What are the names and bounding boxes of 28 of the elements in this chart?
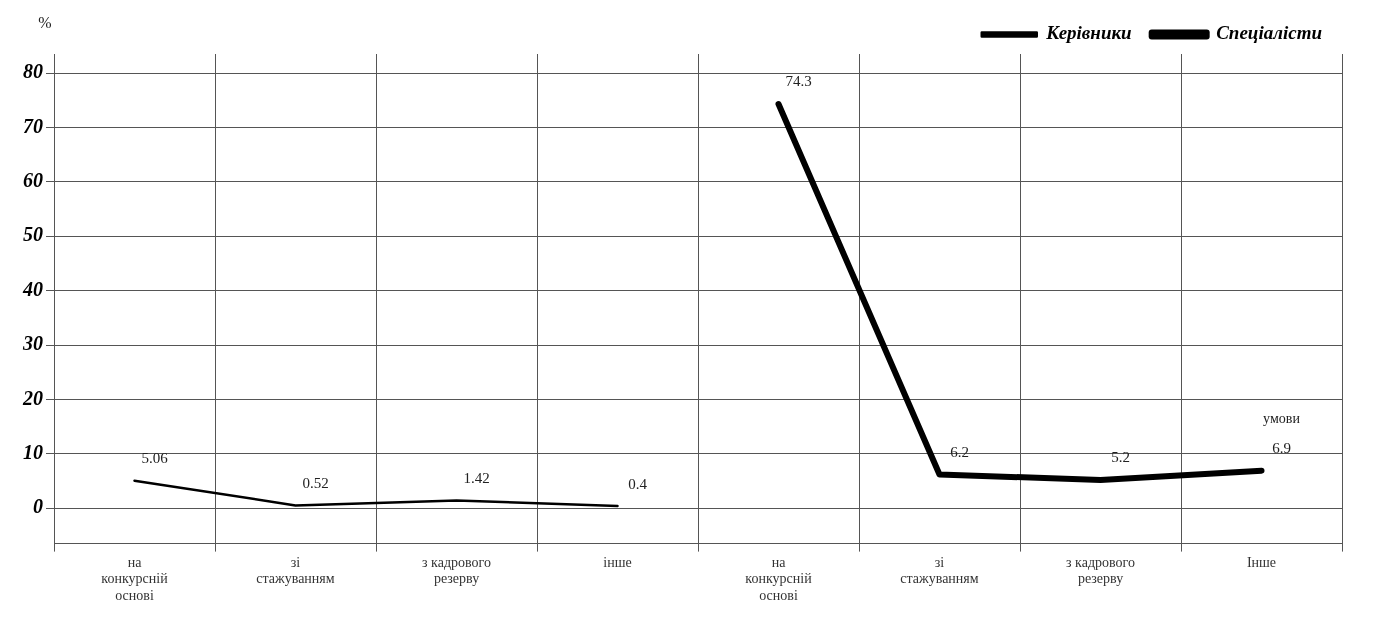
data-label: 74.3 (785, 73, 812, 90)
y-tick-label: 70 (23, 114, 43, 137)
annotation: умови (1263, 411, 1301, 427)
y-axis-title: % (38, 14, 52, 32)
y-tick-label: 30 (22, 332, 43, 355)
data-label: 5.06 (141, 450, 169, 467)
data-label: 6.9 (1272, 440, 1291, 457)
legend-label: Керівники (1045, 22, 1132, 44)
x-tick-label: на конкурсній основі (101, 554, 169, 604)
data-label: 5.2 (1111, 449, 1130, 466)
x-tick-label: з кадрового резерву (422, 554, 491, 587)
x-tick-label: інше (603, 554, 632, 570)
y-tick-label: 20 (22, 386, 43, 409)
y-tick-label: 60 (23, 169, 43, 192)
y-tick-label: 0 (33, 495, 43, 518)
y-tick-label: 80 (23, 60, 43, 83)
data-label: 0.52 (302, 474, 329, 491)
y-tick-label: 10 (23, 441, 43, 464)
y-tick-label: 50 (23, 223, 43, 246)
legend-label: Спеціалісти (1216, 22, 1322, 44)
y-tick-label: 40 (22, 277, 43, 300)
data-label: 1.42 (463, 469, 490, 486)
x-tick-label: зі стажуванням (256, 554, 335, 587)
x-tick-label: з кадрового резерву (1066, 554, 1135, 587)
data-label: 0.4 (628, 475, 648, 492)
x-tick-label: на конкурсній основі (745, 554, 813, 604)
x-tick-label: зі стажуванням (900, 554, 979, 587)
x-tick-label: Інше (1246, 554, 1277, 570)
